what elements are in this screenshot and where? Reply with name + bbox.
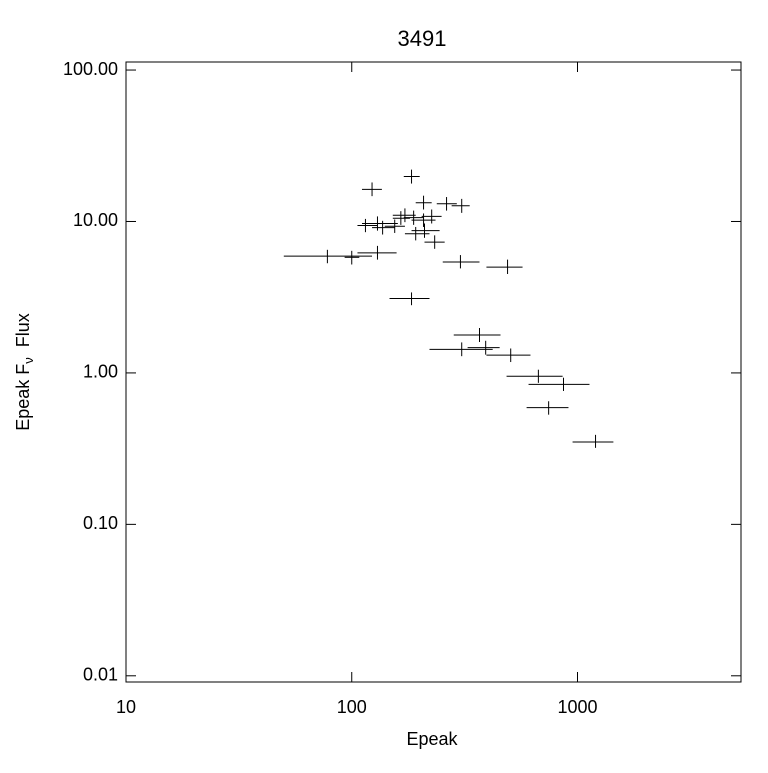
y-tick-label: 0.01 — [83, 665, 118, 685]
y-tick-label: 1.00 — [83, 362, 118, 382]
x-tick-label: 1000 — [557, 697, 597, 717]
y-axis-label-tail: Flux — [13, 313, 33, 347]
x-tick-label: 10 — [116, 697, 136, 717]
y-tick-label: 100.00 — [63, 59, 118, 79]
plot-frame — [125, 61, 742, 683]
y-tick-label: 0.10 — [83, 513, 118, 533]
y-axis-label-main: Epeak F — [13, 364, 33, 431]
y-axis-label-sub: ν — [21, 357, 36, 364]
chart-title: 3491 — [398, 26, 447, 51]
y-tick-label: 10.00 — [73, 210, 118, 230]
x-axis-label: Epeak — [406, 729, 458, 749]
x-tick-label: 100 — [337, 697, 367, 717]
y-axis-label: Epeak Fν Flux — [13, 313, 37, 431]
